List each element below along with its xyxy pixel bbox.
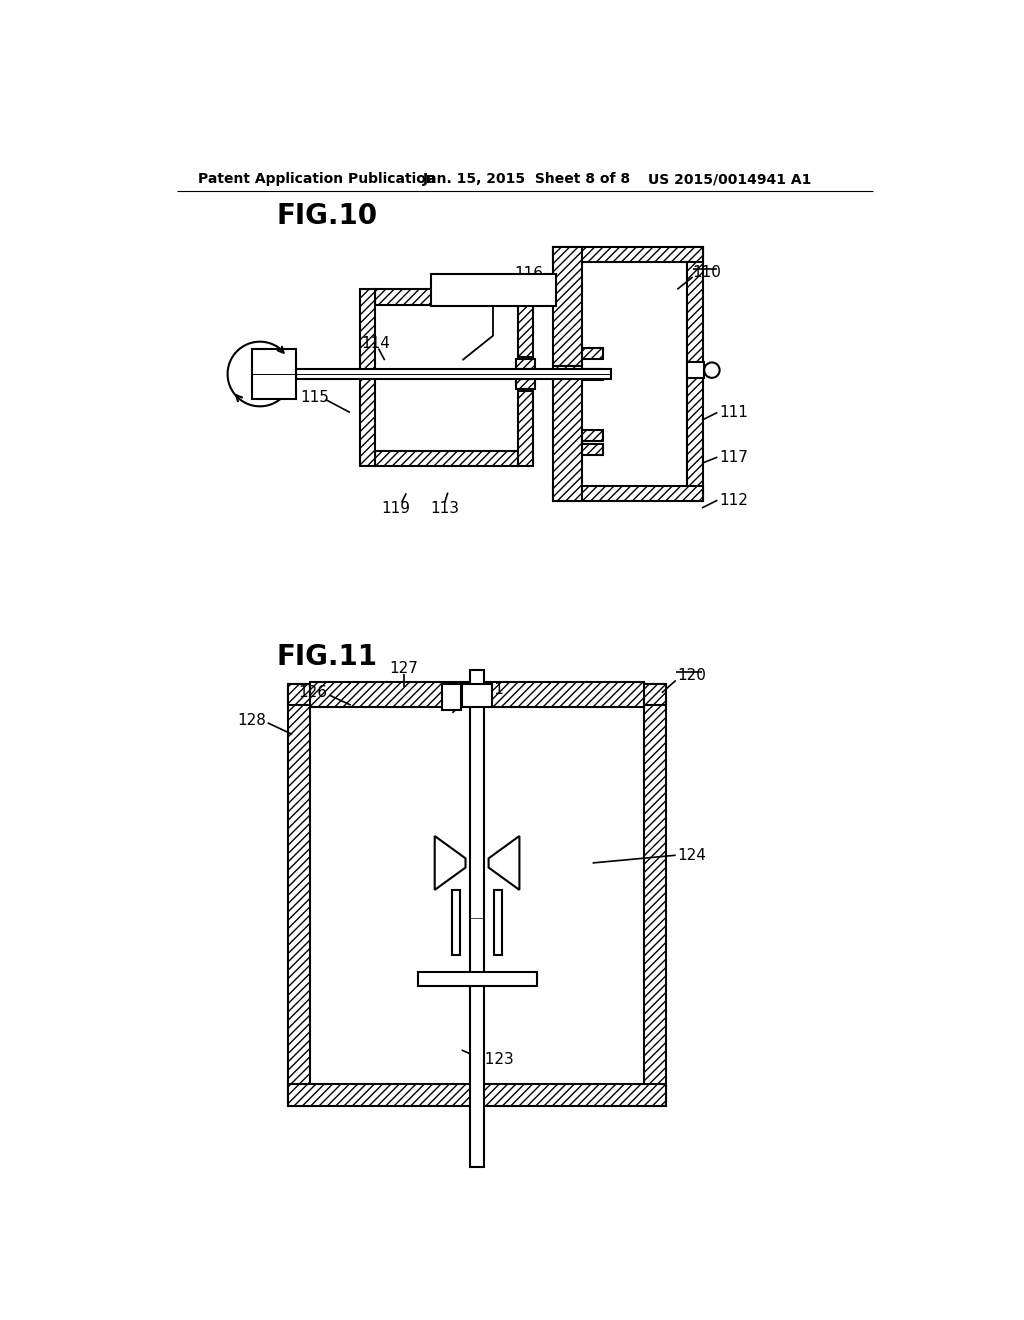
Bar: [376, 451, 518, 466]
Text: Load cell: Load cell: [454, 281, 534, 300]
Text: 116: 116: [514, 267, 543, 281]
Text: Jan. 15, 2015  Sheet 8 of 8: Jan. 15, 2015 Sheet 8 of 8: [423, 172, 631, 186]
Text: 126: 126: [299, 685, 328, 701]
Bar: [289, 684, 310, 1106]
Bar: [516, 379, 535, 389]
Bar: [310, 682, 644, 706]
Text: {123: {123: [475, 1052, 514, 1067]
Bar: [431, 275, 556, 306]
Text: 115: 115: [300, 389, 329, 405]
Bar: [252, 350, 296, 399]
Text: 128: 128: [238, 713, 266, 729]
Bar: [687, 363, 705, 378]
Text: 124: 124: [677, 847, 707, 863]
Polygon shape: [488, 836, 519, 890]
Bar: [289, 1084, 666, 1106]
Bar: [518, 289, 534, 358]
Text: 114: 114: [361, 335, 390, 351]
Bar: [582, 430, 603, 441]
Bar: [644, 684, 666, 1106]
Text: 117: 117: [719, 450, 748, 465]
Bar: [289, 684, 666, 705]
Bar: [360, 289, 376, 466]
Bar: [516, 359, 535, 370]
Text: 120: 120: [677, 668, 707, 684]
Bar: [463, 684, 492, 706]
Bar: [553, 247, 582, 367]
Bar: [296, 370, 611, 379]
Bar: [442, 684, 461, 710]
Text: FIG.10: FIG.10: [276, 202, 378, 230]
Text: 127: 127: [389, 660, 419, 676]
Bar: [582, 348, 603, 359]
Text: Patent Application Publication: Patent Application Publication: [199, 172, 436, 186]
Text: US 2015/0014941 A1: US 2015/0014941 A1: [648, 172, 811, 186]
Text: 119: 119: [381, 502, 410, 516]
Bar: [582, 444, 603, 455]
Bar: [553, 486, 702, 502]
Polygon shape: [435, 836, 466, 890]
Bar: [687, 247, 702, 502]
Bar: [582, 370, 603, 380]
Text: 112: 112: [719, 492, 748, 508]
Bar: [553, 247, 702, 263]
Bar: [418, 973, 538, 986]
Text: FIG.11: FIG.11: [276, 643, 378, 672]
Bar: [470, 669, 484, 1167]
Bar: [453, 890, 460, 956]
Bar: [494, 890, 502, 956]
Text: 113: 113: [430, 502, 459, 516]
Bar: [553, 367, 582, 502]
Bar: [376, 289, 518, 305]
Bar: [518, 391, 534, 466]
Text: 111: 111: [719, 405, 748, 420]
Text: 121: 121: [475, 682, 505, 697]
Text: 110: 110: [692, 265, 722, 280]
